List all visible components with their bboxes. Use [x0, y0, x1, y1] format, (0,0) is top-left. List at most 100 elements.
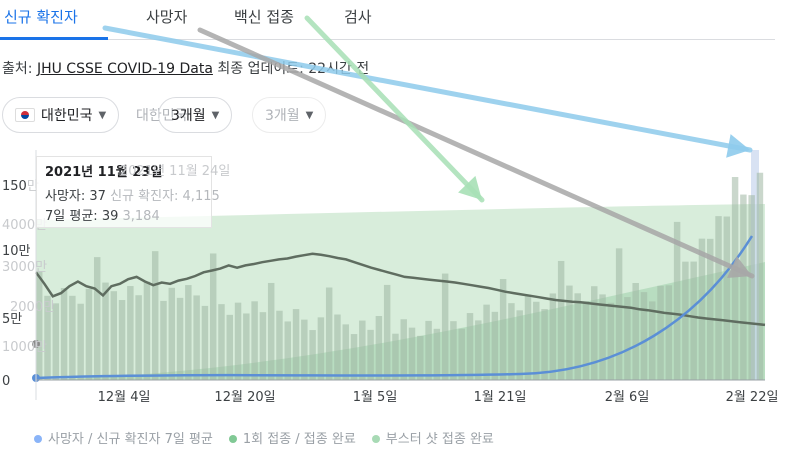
x-tick-label: 1월 21일	[473, 390, 527, 405]
daily-bar	[682, 261, 689, 380]
daily-bar	[226, 314, 233, 380]
annotation-arrows-group	[102, 15, 755, 279]
daily-bar	[392, 333, 399, 380]
daily-bar	[665, 285, 673, 380]
daily-bar	[458, 328, 465, 380]
daily-bar	[483, 304, 490, 380]
daily-bar	[243, 313, 250, 380]
arrow-shaft	[304, 15, 485, 203]
highlight-bar	[751, 150, 759, 380]
chevron-down-icon: ▼	[305, 109, 314, 121]
x-tick-label: 12월 20일	[214, 390, 276, 405]
legend-dot-icon	[371, 435, 380, 443]
y-label-ghost-d: 1000만	[2, 340, 48, 355]
daily-bar	[740, 194, 747, 380]
daily-bar	[599, 294, 606, 380]
daily-bar	[36, 271, 43, 380]
daily-bar	[160, 300, 167, 380]
daily-bar	[640, 292, 648, 380]
tab-deaths[interactable]: 사망자	[146, 8, 188, 26]
x-tick-label: 1월 5일	[352, 390, 398, 405]
daily-bar	[118, 300, 126, 380]
tab-testing[interactable]: 검사	[344, 8, 372, 26]
deaths-average-line	[34, 252, 766, 327]
cases-average-line	[35, 235, 754, 380]
tooltip-deaths-label: 사망자:	[45, 189, 86, 204]
legend-item[interactable]: 부스터 샷 접종 완료	[371, 428, 494, 447]
daily-bar	[524, 294, 532, 380]
tab-vaccination[interactable]: 백신 접종	[234, 8, 294, 26]
chart-tooltip: 2021년 11월 23일 사망자: 37 신규 확진자: 4,115 7일 평…	[36, 156, 220, 228]
tooltip-ghost-date: 2021년 11월 24일	[120, 164, 231, 179]
daily-bar	[690, 261, 697, 380]
daily-bar	[408, 327, 416, 380]
legend-item[interactable]: 사망자 / 신규 확진자 7일 평균	[34, 428, 213, 447]
daily-bar	[110, 291, 118, 380]
korea-flag-icon	[15, 108, 35, 122]
daily-bar	[77, 303, 84, 380]
daily-bar	[582, 301, 590, 380]
y-label-ghost-c: 2000만	[10, 300, 56, 315]
daily-bar	[516, 310, 523, 380]
x-tick-label: 2월 22일	[725, 390, 779, 405]
y-label-ghost-b: 3000만	[2, 260, 48, 275]
daily-bar	[673, 221, 681, 380]
daily-bar	[102, 282, 109, 380]
region-select[interactable]: 대한민국 ▼	[2, 97, 120, 133]
daily-bar	[276, 310, 283, 380]
daily-bar	[607, 302, 615, 380]
tooltip-average-label: 7일 평균:	[45, 209, 98, 224]
gray-annotation-arrow	[197, 27, 755, 279]
daily-bar	[44, 295, 51, 380]
series-lines-group	[32, 150, 766, 400]
legend-dot-icon	[34, 435, 42, 443]
daily-bar	[259, 312, 267, 380]
y-label-zero: 0	[2, 374, 11, 389]
daily-bar	[151, 251, 159, 380]
daily-bar	[731, 177, 739, 380]
daily-bar	[342, 324, 349, 380]
daily-bar	[624, 297, 631, 380]
daily-bar	[143, 281, 151, 380]
daily-bar	[441, 273, 449, 380]
daily-bar	[649, 301, 656, 380]
daily-bar	[557, 260, 565, 380]
daily-bar	[707, 238, 714, 380]
metric-tabs: 신규 확진자 사망자 백신 접종 검사	[0, 0, 775, 40]
daily-bar	[85, 288, 93, 380]
daily-bar	[52, 303, 60, 380]
daily-bar	[615, 248, 623, 380]
daily-bar	[168, 287, 176, 380]
daily-bar	[748, 195, 755, 380]
daily-bar	[218, 304, 225, 380]
daily-bar	[251, 301, 258, 380]
daily-bar	[566, 285, 573, 380]
daily-bar	[135, 295, 142, 380]
legend-item[interactable]: 1회 접종 / 접종 완료	[228, 428, 356, 447]
daily-bar	[309, 330, 316, 380]
daily-bar	[325, 287, 333, 380]
daily-bar	[723, 216, 731, 380]
chevron-down-icon: ▼	[211, 109, 220, 121]
source-link[interactable]: JHU CSSE COVID-19 Data	[36, 61, 213, 77]
daily-bar	[383, 284, 391, 380]
daily-bar	[193, 295, 200, 380]
period-select-ghost: 3개월 ▼	[252, 97, 327, 133]
chevron-down-icon: ▼	[98, 109, 107, 121]
period-ghost-label: 3개월	[265, 108, 300, 124]
daily-bar	[176, 297, 184, 380]
daily-bar	[209, 253, 217, 380]
tooltip-date: 2021년 11월 23일	[45, 165, 163, 180]
tab-new-cases[interactable]: 신규 확진자	[4, 8, 78, 26]
y-label-five-man: 5만	[2, 312, 23, 327]
period-select[interactable]: 3개월 ▼	[158, 97, 233, 133]
daily-bar	[533, 301, 540, 380]
daily-bar	[756, 172, 764, 380]
daily-bar	[541, 309, 548, 380]
daily-bar	[334, 314, 341, 380]
daily-bar	[234, 302, 242, 380]
daily-bar	[450, 321, 457, 380]
daily-bar	[491, 311, 499, 380]
region-select-value: 대한민국	[41, 108, 93, 124]
